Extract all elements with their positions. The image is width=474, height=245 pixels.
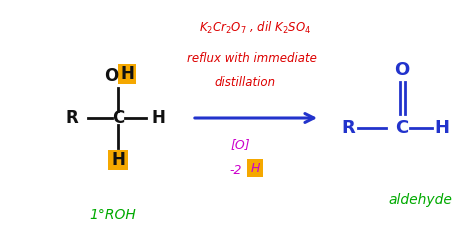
FancyBboxPatch shape — [118, 64, 136, 84]
FancyBboxPatch shape — [108, 150, 128, 170]
Text: reflux with immediate: reflux with immediate — [187, 51, 317, 64]
Text: O: O — [104, 67, 118, 85]
Text: R: R — [65, 109, 78, 127]
Text: C: C — [112, 109, 124, 127]
Text: distillation: distillation — [214, 75, 275, 88]
Text: 1°ROH: 1°ROH — [90, 208, 137, 222]
Text: H: H — [120, 65, 134, 83]
Text: -2: -2 — [230, 163, 242, 176]
FancyBboxPatch shape — [247, 159, 263, 177]
Text: H: H — [250, 161, 260, 174]
Text: C: C — [395, 119, 409, 137]
Text: H: H — [111, 151, 125, 169]
Text: aldehyde: aldehyde — [388, 193, 452, 207]
Text: R: R — [341, 119, 355, 137]
Text: [O]: [O] — [230, 138, 250, 151]
Text: H: H — [435, 119, 449, 137]
Text: $K_2Cr_2O_7$ , dil $K_2SO_4$: $K_2Cr_2O_7$ , dil $K_2SO_4$ — [199, 20, 311, 36]
Text: O: O — [394, 61, 410, 79]
Text: H: H — [151, 109, 165, 127]
